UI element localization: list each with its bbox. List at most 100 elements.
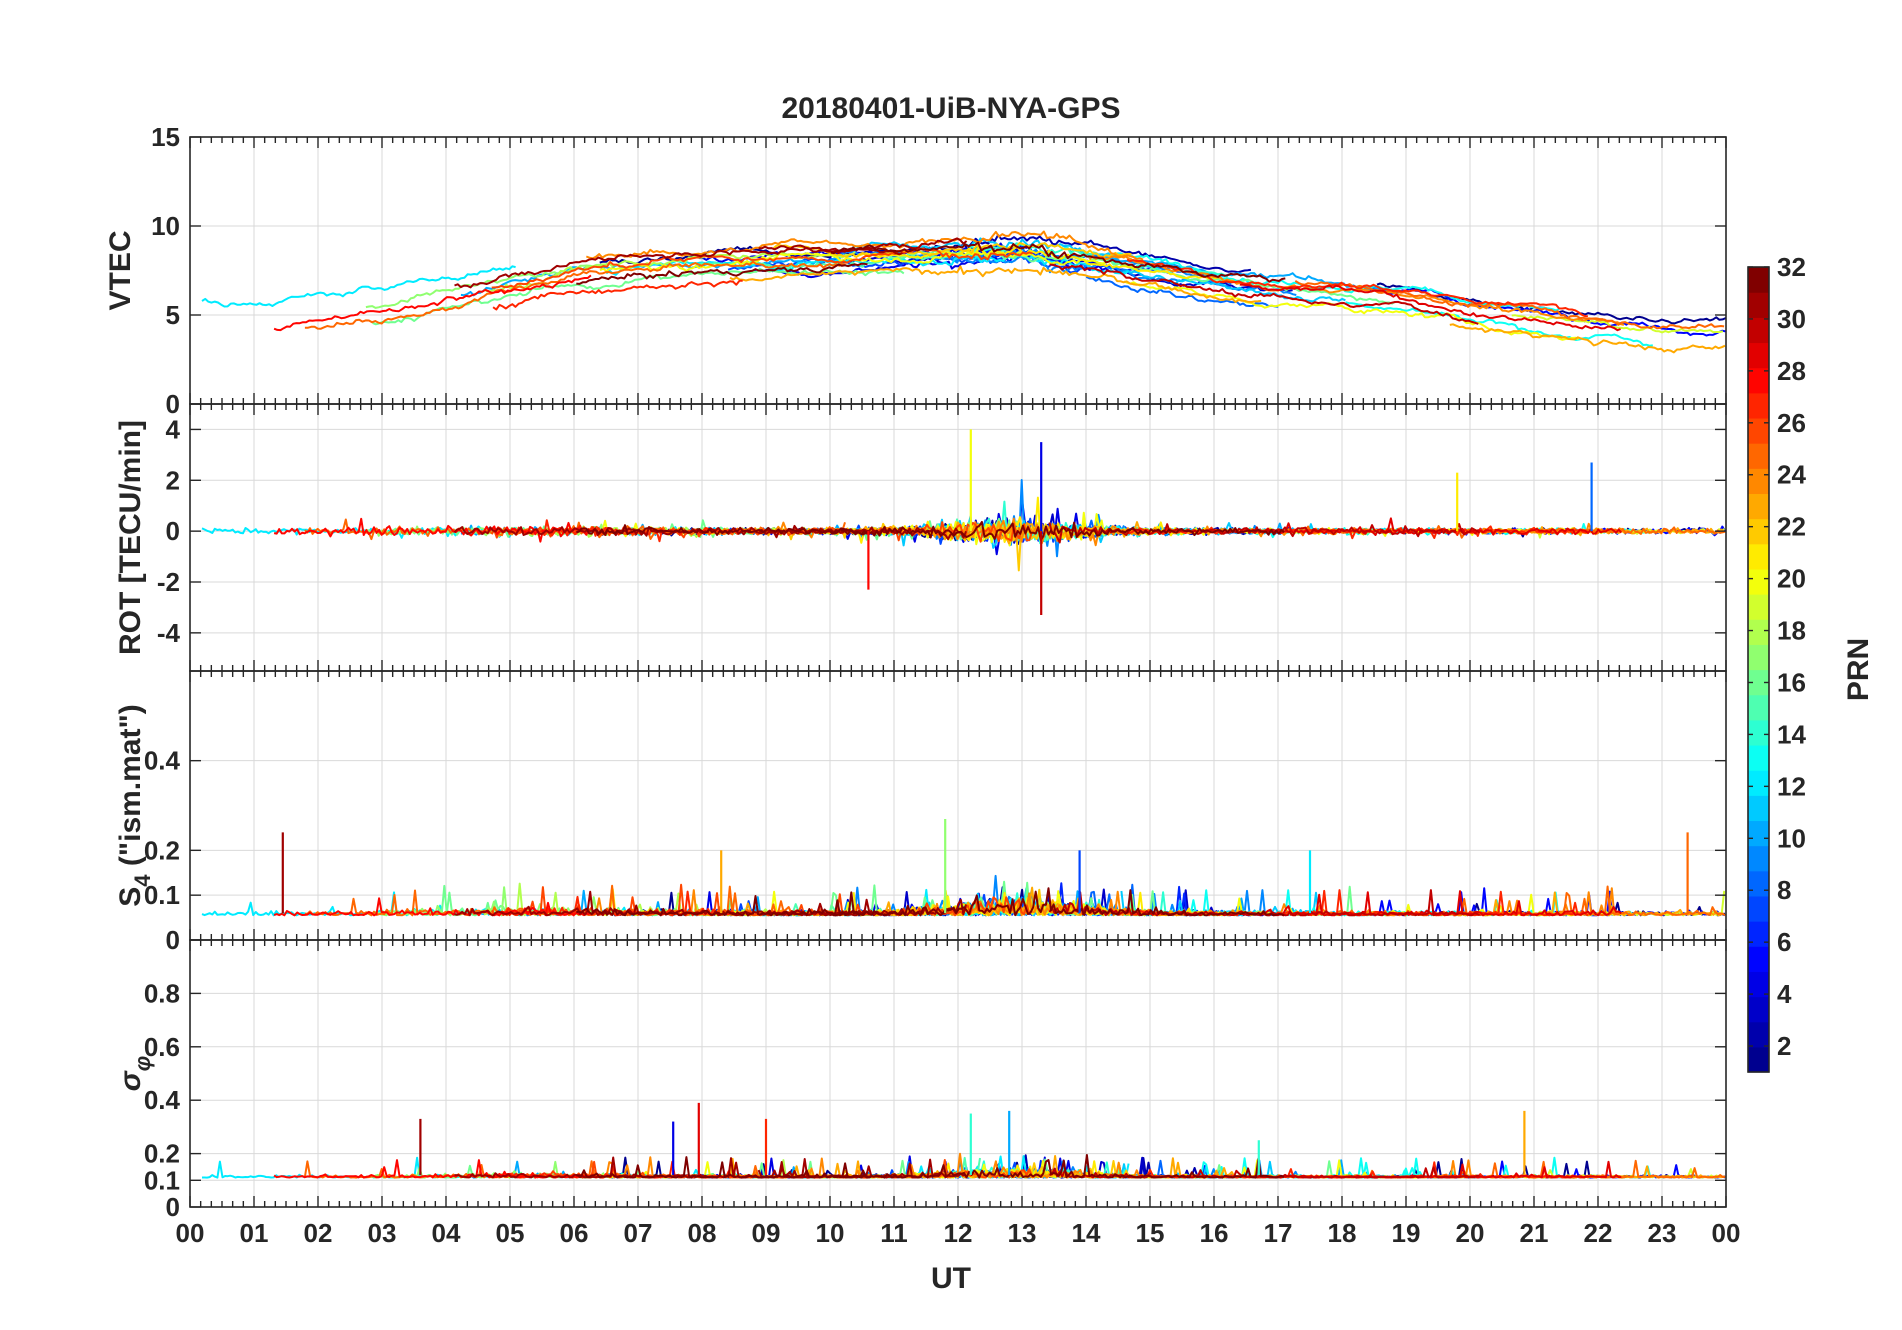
series-s4 <box>201 818 1726 917</box>
colorbar-tick-label: 32 <box>1777 252 1806 282</box>
y-axis-label-s4: S4 ("ism.mat") <box>114 704 155 906</box>
colorbar-segment <box>1748 820 1769 847</box>
series-line-prn-24 <box>585 230 1144 261</box>
colorbar-tick-label: 12 <box>1777 771 1806 801</box>
series-line-prn-8 <box>1085 275 1279 308</box>
series-line-prn-11 <box>852 237 1116 258</box>
y-axis-label-sigma_phi: σφ <box>114 1056 155 1091</box>
series-line-prn-25 <box>304 260 846 330</box>
x-tick-label: 16 <box>1200 1218 1229 1248</box>
colorbar-tick-label: 10 <box>1777 823 1806 853</box>
series-line-prn-31 <box>454 246 903 289</box>
series-line-prn-30 <box>1049 263 1479 325</box>
y-axis-label-rot: ROT [TECU/min] <box>114 420 147 655</box>
series-line-prn-12 <box>201 265 516 308</box>
y-tick-label-s4: 0.4 <box>144 746 181 776</box>
colorbar-segment <box>1748 870 1769 897</box>
x-tick-label: 20 <box>1456 1218 1485 1248</box>
y-tick-label-s4: 0.1 <box>144 880 180 910</box>
series-line-prn-32 <box>576 895 869 917</box>
x-tick-label: 01 <box>240 1218 269 1248</box>
colorbar-tick-label: 16 <box>1777 667 1806 697</box>
colorbar-segment <box>1748 996 1769 1023</box>
colorbar-segment <box>1748 267 1769 293</box>
series-line-prn-32 <box>830 520 1285 542</box>
colorbar-segment <box>1748 946 1769 972</box>
x-tick-label: 05 <box>496 1218 525 1248</box>
panel-vtec: 0 5 10 15 VTEC <box>104 122 1727 419</box>
series-line-prn-28 <box>273 274 592 332</box>
y-tick-label-sigma_phi: 0.4 <box>144 1085 181 1115</box>
colorbar-segment <box>1748 443 1769 469</box>
y-tick-label-s4: 0.2 <box>144 835 180 865</box>
series-line-prn-28 <box>273 897 590 917</box>
series-line-prn-27 <box>492 279 743 311</box>
series-line-prn-32 <box>830 887 1285 917</box>
colorbar-segment <box>1748 493 1769 520</box>
x-tick-label: 18 <box>1328 1218 1357 1248</box>
series-line-prn-32 <box>576 524 869 536</box>
x-tick-label: 21 <box>1520 1218 1549 1248</box>
colorbar-tick-label: 8 <box>1777 875 1791 905</box>
y-tick-label-rot: -2 <box>157 567 180 597</box>
x-tick-label: 04 <box>432 1218 461 1248</box>
series-line-prn-11 <box>1121 269 1346 303</box>
series-line-prn-13 <box>1345 301 1653 347</box>
y-axis-label-vtec: VTEC <box>104 230 137 310</box>
series-line-prn-28 <box>273 517 590 543</box>
colorbar-segment <box>1748 292 1769 318</box>
series-line-prn-19 <box>1511 314 1724 334</box>
colorbar-tick-label: 20 <box>1777 564 1806 594</box>
chart-title: 20180401-UiB-NYA-GPS <box>781 92 1120 125</box>
colorbar-segment <box>1748 921 1769 947</box>
colorbar-segment <box>1748 719 1769 746</box>
series-line-prn-29 <box>1239 890 1622 917</box>
x-axis-label: UT <box>931 1262 971 1295</box>
x-tick-label: 15 <box>1136 1218 1165 1248</box>
series-line-prn-32 <box>576 1156 869 1179</box>
y-tick-label-vtec: 0 <box>166 389 180 419</box>
x-tick-label: 13 <box>1008 1218 1037 1248</box>
colorbar-segment <box>1748 568 1769 595</box>
series-line-prn-28 <box>273 1159 590 1179</box>
colorbar-segment <box>1748 619 1769 645</box>
series-line-prn-5 <box>1363 287 1726 337</box>
y-tick-label-vtec: 15 <box>151 122 180 152</box>
colorbar-segment <box>1748 367 1769 394</box>
colorbar-tick-label: 6 <box>1777 927 1791 957</box>
colorbar-segment <box>1748 543 1769 570</box>
y-tick-label-sigma_phi: 0.8 <box>144 978 180 1008</box>
colorbar-segment <box>1748 518 1769 545</box>
colorbar-segment <box>1748 669 1769 696</box>
series-line-prn-30 <box>1049 1166 1480 1179</box>
y-tick-label-sigma_phi: 0.6 <box>144 1032 180 1062</box>
colorbar-segment <box>1748 317 1769 344</box>
series-line-prn-29 <box>1239 283 1621 332</box>
colorbar-segment <box>1748 795 1769 822</box>
series-line-prn-32 <box>576 262 868 285</box>
ticks-sigma_phi <box>189 940 1727 1208</box>
x-tick-label: 14 <box>1072 1218 1101 1248</box>
series-line-prn-31 <box>454 890 903 917</box>
colorbar-segment <box>1748 594 1769 620</box>
colorbar-label: PRN <box>1842 638 1875 701</box>
colorbar-segment <box>1748 845 1769 872</box>
x-tick-label: 00 <box>1712 1218 1741 1248</box>
panel-sigma_phi: 00.10.2 0.4 0.6 0.8 σφ <box>114 939 1727 1222</box>
colorbar-tick-label: 2 <box>1777 1031 1791 1061</box>
x-tick-label: 11 <box>880 1218 908 1248</box>
x-tick-label: 09 <box>752 1218 781 1248</box>
colorbar-segment <box>1748 971 1769 998</box>
series-vtec <box>201 230 1726 354</box>
colorbar-tick-label: 14 <box>1777 719 1806 749</box>
series-line-prn-32 <box>830 1154 1285 1179</box>
x-tick-label: 06 <box>560 1218 589 1248</box>
x-tick-label: 22 <box>1584 1218 1613 1248</box>
colorbar-tick-label: 22 <box>1777 512 1806 542</box>
ticks-s4 <box>189 671 1727 941</box>
colorbar-segment <box>1748 392 1769 419</box>
y-tick-label-rot: 2 <box>166 465 180 495</box>
series-sigma_phi <box>202 1102 1726 1179</box>
